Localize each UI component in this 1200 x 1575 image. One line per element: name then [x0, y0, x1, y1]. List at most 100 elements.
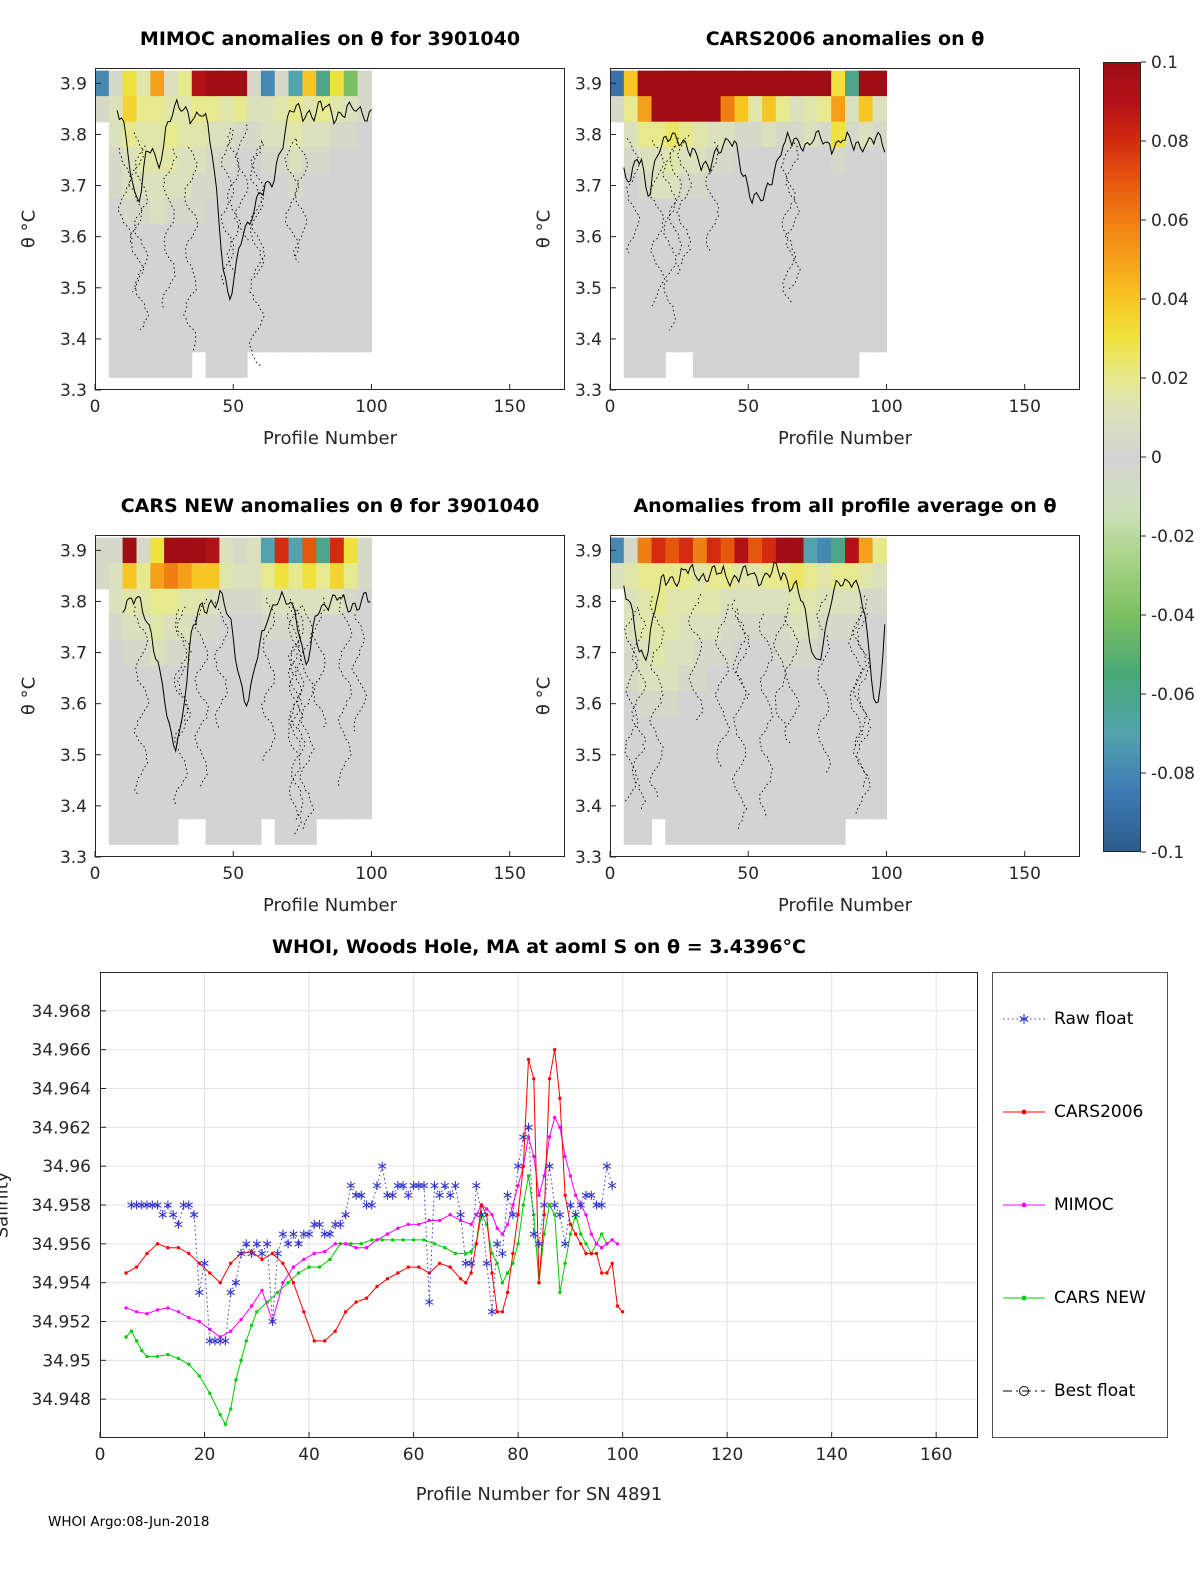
legend-entry-cars2006: CARS2006	[993, 1101, 1167, 1123]
legend-entry-mimoc: MIMOC	[993, 1194, 1167, 1216]
svg-text:3.4: 3.4	[575, 797, 602, 817]
svg-text:80: 80	[507, 1445, 529, 1465]
svg-text:100: 100	[355, 397, 387, 417]
plot-frame	[610, 68, 1080, 390]
svg-text:100: 100	[870, 864, 902, 884]
svg-text:40: 40	[298, 1445, 320, 1465]
svg-text:34.966: 34.966	[32, 1041, 91, 1061]
svg-text:34.968: 34.968	[32, 1002, 91, 1022]
svg-text:50: 50	[737, 864, 759, 884]
legend-sample-cars-new	[1003, 1295, 1045, 1301]
svg-text:0.08: 0.08	[1151, 132, 1189, 152]
svg-text:140: 140	[815, 1445, 847, 1465]
heatmap-panel-mimoc: MIMOC anomalies on θ for 3901040 0 50 100 1…	[19, 28, 565, 449]
chart-title-cars2006: CARS2006 anomalies on θ	[705, 28, 985, 50]
series-cars-new	[124, 1174, 614, 1427]
svg-text:150: 150	[1008, 397, 1040, 417]
legend-sample-mimoc	[1003, 1202, 1045, 1208]
svg-text:-0.06: -0.06	[1151, 685, 1195, 705]
legend-box: Raw float CARS2006 MIMOC CARS NEW Best float	[992, 972, 1168, 1438]
axis-ticks: 0 50 100 150 3.9 3.8 3.7 3.6 3.5 3.4 3.3	[60, 541, 526, 884]
legend-sample-raw-float	[1003, 1014, 1045, 1025]
legend-entry-raw-float: Raw float	[993, 1008, 1167, 1030]
svg-text:100: 100	[870, 397, 902, 417]
svg-text:34.962: 34.962	[32, 1118, 91, 1138]
svg-text:3.7: 3.7	[575, 644, 602, 664]
svg-text:34.952: 34.952	[32, 1313, 91, 1333]
svg-text:150: 150	[493, 397, 525, 417]
axis-ticks: 0 50 100 150 3.9 3.8 3.7 3.6 3.5 3.4 3.3	[575, 74, 1041, 417]
svg-text:0.06: 0.06	[1151, 211, 1189, 231]
axis-ticks: 0 50 100 150 3.9 3.8 3.7 3.6 3.5 3.4 3.3	[575, 541, 1041, 884]
legend-sample-cars2006	[1003, 1109, 1045, 1115]
svg-text:3.4: 3.4	[60, 797, 87, 817]
svg-text:3.5: 3.5	[60, 279, 87, 299]
colorbar-ticks: 0.1 0.08 0.06 0.04 0.02 0 -0.02 -0.04 -0.06 -0.08…	[1141, 53, 1195, 863]
y-axis-label: θ °C	[533, 209, 555, 249]
y-axis-label: Salinity	[0, 1171, 13, 1239]
svg-text:34.948: 34.948	[32, 1390, 91, 1410]
salinity-plot: 0 20 40 60 80 100 120 140 160 34.948 34.95 34.952 34…	[32, 972, 978, 1465]
svg-text:0: 0	[90, 864, 101, 884]
svg-text:3.6: 3.6	[60, 695, 87, 715]
heatmap-cells	[610, 537, 887, 845]
svg-text:34.958: 34.958	[32, 1196, 91, 1216]
svg-text:3.6: 3.6	[575, 228, 602, 248]
svg-text:3.5: 3.5	[575, 746, 602, 766]
x-axis-label: Profile Number for SN 4891	[415, 1484, 663, 1505]
svg-text:-0.04: -0.04	[1151, 606, 1195, 626]
svg-text:3.9: 3.9	[60, 541, 87, 561]
heatmap-cells	[95, 537, 372, 845]
svg-text:50: 50	[222, 397, 244, 417]
legend-label: Raw float	[1054, 1009, 1134, 1030]
svg-text:3.3: 3.3	[575, 848, 602, 868]
svg-text:3.8: 3.8	[575, 592, 602, 612]
svg-text:3.8: 3.8	[575, 125, 602, 145]
svg-text:3.3: 3.3	[575, 381, 602, 401]
svg-text:150: 150	[493, 864, 525, 884]
svg-text:50: 50	[222, 864, 244, 884]
legend-label: Best float	[1054, 1380, 1136, 1401]
svg-text:100: 100	[355, 864, 387, 884]
svg-text:60: 60	[403, 1445, 425, 1465]
x-axis-label: Profile Number	[263, 428, 397, 449]
svg-text:0: 0	[95, 1445, 106, 1465]
heatmap-cells	[95, 70, 372, 378]
svg-text:34.954: 34.954	[32, 1274, 91, 1294]
svg-text:3.9: 3.9	[575, 541, 602, 561]
gridlines	[100, 972, 978, 1438]
svg-text:20: 20	[194, 1445, 216, 1465]
chart-title-average: Anomalies from all profile average on θ	[633, 495, 1057, 517]
x-axis-label: Profile Number	[778, 895, 912, 916]
svg-text:-0.08: -0.08	[1151, 764, 1195, 784]
svg-text:50: 50	[737, 397, 759, 417]
svg-text:34.95: 34.95	[42, 1351, 91, 1371]
y-axis-label: θ °C	[18, 209, 40, 249]
svg-text:0.02: 0.02	[1151, 369, 1189, 389]
svg-text:3.3: 3.3	[60, 381, 87, 401]
svg-text:34.956: 34.956	[32, 1235, 91, 1255]
svg-text:3.4: 3.4	[60, 330, 87, 350]
svg-text:160: 160	[920, 1445, 952, 1465]
heatmap-plot-average: 0 50 100 150 3.9 3.8 3.7 3.6 3.5 3.4 3.3	[575, 535, 1080, 884]
svg-text:3.5: 3.5	[60, 746, 87, 766]
svg-text:100: 100	[606, 1445, 638, 1465]
colorbar-gradient	[1103, 62, 1141, 852]
plot-frame	[95, 68, 565, 390]
series-raw-float	[127, 1122, 617, 1346]
svg-text:3.6: 3.6	[575, 695, 602, 715]
x-axis-label: Profile Number	[263, 895, 397, 916]
y-axis-label: θ °C	[533, 676, 555, 716]
plot-frame	[95, 535, 565, 857]
heatmap-panel-cars2006: CARS2006 anomalies on θ 0 50 100 150 3.9 3.8 3…	[534, 28, 1080, 449]
legend-label: MIMOC	[1054, 1194, 1114, 1215]
svg-text:3.8: 3.8	[60, 125, 87, 145]
salinity-chart-panel: WHOI, Woods Hole, MA at aoml S on θ = 3.…	[0, 936, 978, 1505]
contour-lines	[623, 129, 886, 331]
svg-text:3.7: 3.7	[575, 177, 602, 197]
svg-text:3.8: 3.8	[60, 592, 87, 612]
heatmap-panel-cars-new: CARS NEW anomalies on θ for 3901040 0 50 1…	[19, 495, 565, 916]
y-axis-label: θ °C	[18, 676, 40, 716]
svg-text:0.04: 0.04	[1151, 290, 1189, 310]
